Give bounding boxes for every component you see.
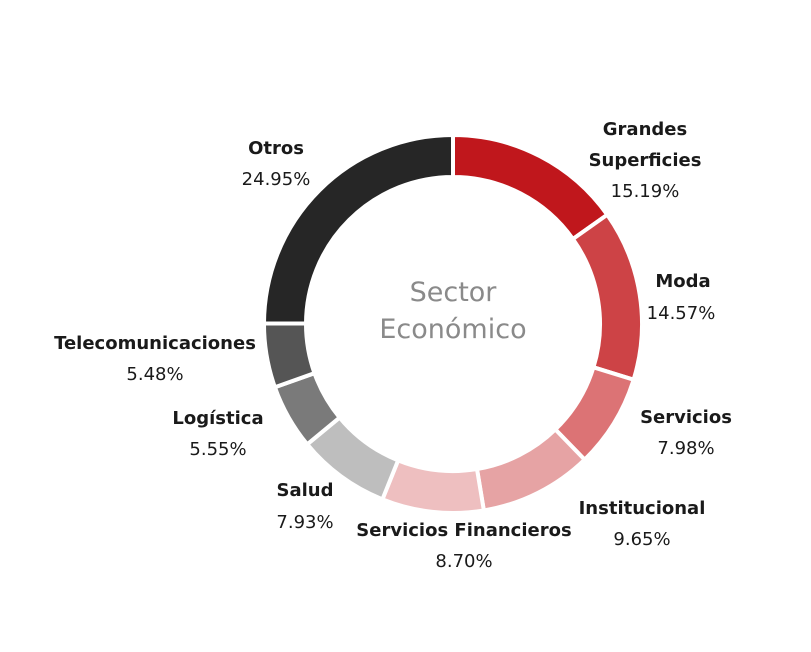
label-grandes-superficies-line-2: Superficies: [589, 150, 702, 171]
label-institucional: Institucional: [579, 498, 706, 519]
value-salud: 7.93%: [276, 512, 333, 533]
slice-otros: [261, 132, 455, 326]
label-logistica: Logística: [172, 408, 263, 429]
label-grandes-superficies-line-1: Grandes: [603, 119, 687, 140]
value-telecomunicaciones: 5.48%: [126, 364, 183, 385]
slice-grandes-superficies: [451, 132, 611, 242]
slice-servicios-financieros: [379, 457, 487, 515]
value-otros: 24.95%: [242, 169, 311, 190]
label-moda: Moda: [655, 271, 710, 292]
value-grandes-superficies: 15.19%: [611, 181, 680, 202]
donut-slices: [261, 132, 644, 515]
label-servicios-financieros: Servicios Financieros: [356, 520, 571, 541]
center-title-line-2: Económico: [379, 314, 526, 345]
value-moda: 14.57%: [647, 303, 716, 324]
label-salud: Salud: [277, 480, 334, 501]
value-logistica: 5.55%: [189, 439, 246, 460]
label-telecomunicaciones: Telecomunicaciones: [54, 333, 256, 354]
label-otros: Otros: [248, 138, 304, 159]
center-title-line-1: Sector: [410, 277, 498, 308]
slice-moda: [570, 211, 644, 383]
label-servicios: Servicios: [640, 407, 732, 428]
value-institucional: 9.65%: [613, 529, 670, 550]
value-servicios: 7.98%: [657, 438, 714, 459]
slice-telecomunicaciones: [262, 321, 318, 390]
value-servicios-financieros: 8.70%: [435, 551, 492, 572]
slice-labels: Grandes Superficies 15.19% Moda 14.57% Servic…: [54, 119, 732, 572]
slice-institucional: [474, 426, 588, 513]
